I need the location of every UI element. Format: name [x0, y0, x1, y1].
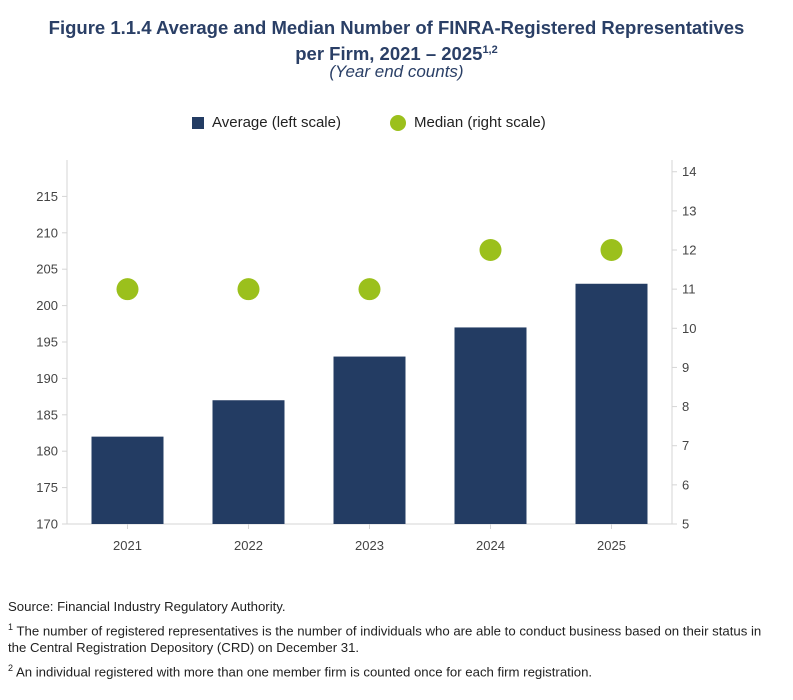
left-tick-label: 185	[36, 407, 58, 422]
footnote-2-text: An individual registered with more than …	[15, 664, 593, 680]
left-tick-label: 175	[36, 480, 58, 495]
left-tick-label: 215	[36, 189, 58, 204]
legend-swatch-average	[192, 116, 204, 129]
left-tick-label: 210	[36, 225, 58, 240]
tick-labels: 170 175 180 185 190 195 200 205 210 215 5 6 7 8 9 10 11 1…	[36, 164, 696, 553]
left-tick-label: 180	[36, 444, 58, 459]
median-dot-2021	[116, 278, 139, 301]
chart-title: Figure 1.1.4 Average and Median Number o…	[0, 16, 793, 65]
title-line-2-text: per Firm, 2021 – 2025	[295, 43, 483, 65]
x-tick-label: 2023	[355, 538, 384, 553]
left-tick-label: 205	[36, 262, 58, 277]
bar-2024	[454, 327, 527, 524]
chart-subtitle: (Year end counts)	[329, 62, 464, 81]
title-line-2: per Firm, 2021 – 20251,2	[0, 39, 793, 65]
x-tick-label: 2024	[476, 538, 505, 553]
left-tick-label: 170	[36, 517, 58, 532]
source-note: Source: Financial Industry Regulatory Au…	[8, 599, 286, 614]
footnote-1-mark: 1	[8, 622, 14, 632]
legend-item-average: Average (left scale)	[192, 114, 341, 131]
right-tick-label: 8	[682, 399, 689, 414]
median-dot-2024	[479, 239, 502, 262]
chart-legend: Average (left scale) Median (right scale…	[0, 114, 793, 140]
footnote-2: 2 An individual registered with more tha…	[8, 660, 783, 680]
bar-2022	[212, 400, 285, 524]
footnotes: Source: Financial Industry Regulatory Au…	[8, 598, 783, 685]
right-tick-label: 9	[682, 360, 689, 375]
right-tick-label: 11	[682, 282, 696, 297]
bar-2021	[91, 436, 164, 524]
chart-axes	[62, 160, 677, 529]
right-tick-label: 10	[682, 321, 696, 336]
right-tick-label: 7	[682, 438, 689, 453]
left-tick-label: 200	[36, 298, 58, 313]
bar-2025	[575, 283, 648, 524]
left-tick-label: 195	[36, 335, 58, 350]
median-dot-2023	[358, 278, 381, 301]
dot-series	[116, 239, 623, 301]
legend-label-average: Average (left scale)	[212, 114, 341, 131]
title-superscript: 1,2	[482, 44, 498, 56]
footnote-2-mark: 2	[8, 663, 14, 674]
right-tick-label: 12	[682, 243, 696, 258]
x-tick-label: 2021	[113, 538, 142, 553]
median-dot-2025	[600, 239, 623, 262]
right-tick-label: 5	[682, 517, 689, 532]
x-tick-label: 2025	[597, 538, 626, 553]
right-tick-label: 6	[682, 477, 689, 492]
footnote-1: 1 The number of registered representativ…	[8, 619, 783, 656]
footnote-1-text: The number of registered representatives…	[8, 623, 762, 656]
legend-label-median: Median (right scale)	[414, 114, 546, 131]
title-line-1: Figure 1.1.4 Average and Median Number o…	[48, 17, 745, 38]
bar-chart: 170 175 180 185 190 195 200 205 210 215 5 6 7 8 9 10 11 1…	[36, 160, 696, 553]
left-tick-label: 190	[36, 371, 58, 386]
median-dot-2022	[237, 278, 260, 301]
bar-2023	[333, 356, 406, 524]
right-tick-label: 13	[682, 203, 696, 218]
right-tick-label: 14	[682, 164, 696, 179]
x-tick-label: 2022	[234, 538, 263, 553]
legend-swatch-median	[390, 114, 406, 131]
bar-series	[91, 283, 648, 524]
legend-item-median: Median (right scale)	[390, 114, 546, 131]
